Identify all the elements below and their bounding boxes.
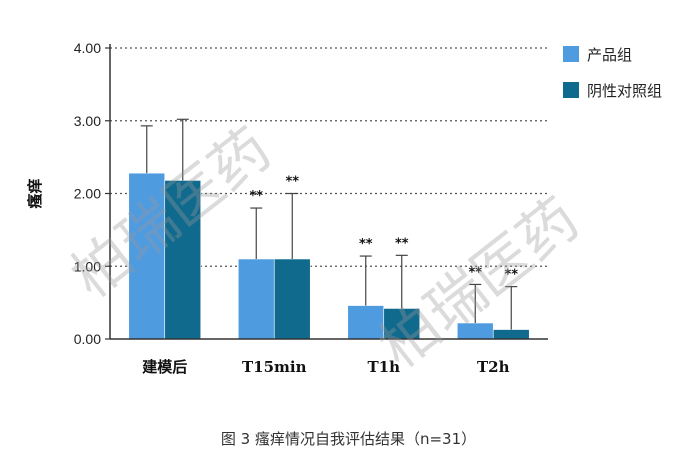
x-category-label: T2h bbox=[477, 358, 510, 376]
y-tick-label: 3.00 bbox=[74, 113, 101, 129]
significance-marker: ** bbox=[504, 268, 518, 283]
y-tick-label: 4.00 bbox=[74, 40, 101, 56]
x-category-label: T1h bbox=[367, 358, 400, 376]
watermark: 柏瑞医药 bbox=[367, 185, 592, 381]
figure-caption: 图 3 瘙痒情况自我评估结果（n=31） bbox=[220, 430, 477, 448]
bar bbox=[492, 329, 530, 340]
y-tick-label: 1.00 bbox=[74, 258, 101, 274]
legend-label: 产品组 bbox=[587, 46, 632, 64]
x-category-label: 建模后 bbox=[142, 358, 187, 376]
bar bbox=[237, 258, 275, 340]
y-axis-label: 瘙痒 bbox=[26, 178, 44, 209]
y-tick-label: 0.00 bbox=[74, 331, 101, 347]
significance-marker: ** bbox=[468, 265, 482, 280]
y-tick-label: 2.00 bbox=[74, 186, 101, 202]
bar bbox=[164, 180, 202, 340]
legend-label: 阴性对照组 bbox=[587, 82, 662, 100]
x-category-label: T15min bbox=[242, 358, 307, 376]
significance-marker: ** bbox=[285, 175, 299, 190]
significance-marker: ** bbox=[395, 236, 409, 251]
legend-swatch bbox=[563, 82, 579, 98]
significance-marker: ** bbox=[359, 237, 373, 252]
legend-swatch bbox=[563, 46, 579, 62]
bar bbox=[273, 258, 311, 340]
significance-marker: ** bbox=[249, 189, 263, 204]
